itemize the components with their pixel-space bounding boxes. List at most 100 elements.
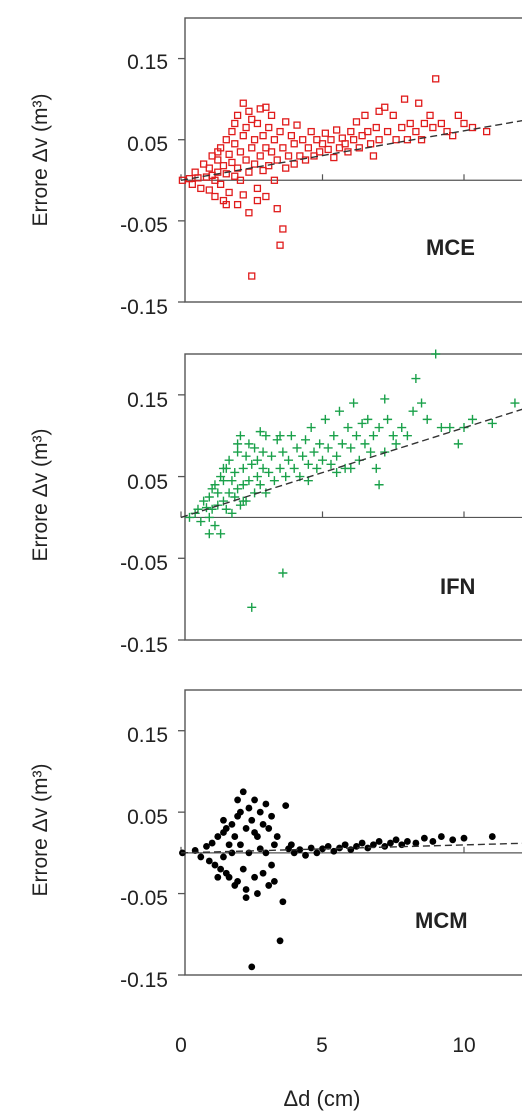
y-tick-label-mce--0.05: -0.05 [120, 214, 168, 237]
data-point-mcm-35 [256, 808, 264, 816]
marks-ifn [178, 349, 522, 641]
data-point-mcm-32 [251, 796, 258, 804]
data-point-mcm-37 [259, 820, 267, 828]
data-point-mce-62 [279, 144, 287, 152]
data-point-mce-71 [296, 152, 304, 160]
marks-mcm [178, 730, 522, 976]
data-point-mce-127 [222, 200, 230, 209]
data-point-ifn-58 [289, 463, 299, 473]
data-point-mce-101 [381, 103, 389, 111]
data-point-ifn-83 [360, 439, 370, 449]
data-point-ifn-40 [252, 472, 262, 482]
data-point-ifn-72 [329, 431, 339, 441]
data-point-mcm-29 [248, 963, 256, 971]
data-point-ifn-9 [207, 504, 217, 514]
data-point-ifn-52 [275, 463, 285, 473]
data-point-ifn-70 [323, 443, 333, 453]
data-point-mcm-51 [287, 841, 295, 849]
data-point-mcm-41 [265, 882, 273, 889]
data-point-ifn-31 [238, 480, 248, 490]
data-point-mcm-13 [225, 841, 233, 849]
data-point-mcm-31 [251, 873, 258, 881]
data-point-ifn-75 [337, 439, 347, 449]
data-point-ifn-67 [315, 439, 325, 449]
data-point-mce-41 [248, 272, 256, 280]
data-point-mcm-26 [242, 886, 250, 893]
data-point-ifn-12 [213, 488, 223, 498]
data-point-ifn-39 [250, 443, 260, 453]
data-point-mce-5 [197, 184, 205, 193]
data-point-mce-99 [375, 136, 383, 144]
data-point-ifn-85 [366, 447, 376, 457]
data-point-mcm-20 [234, 877, 242, 885]
data-point-ifn-68 [318, 455, 327, 465]
data-point-mcm-5 [208, 839, 216, 847]
data-point-ifn-63 [303, 459, 313, 469]
data-point-mcm-82 [242, 894, 250, 902]
data-point-mce-30 [233, 111, 242, 120]
data-point-mce-111 [417, 136, 426, 144]
data-point-ifn-54 [278, 447, 288, 457]
data-point-ifn-73 [332, 451, 342, 461]
y-tick-label-mcm--0.05: -0.05 [120, 887, 168, 910]
data-point-mce-123 [239, 99, 247, 107]
data-point-ifn-102 [459, 423, 469, 433]
data-point-mce-18 [219, 162, 228, 170]
data-point-mce-58 [273, 205, 281, 213]
data-point-mce-59 [273, 156, 281, 164]
data-point-ifn-22 [227, 476, 237, 486]
data-point-mcm-44 [270, 841, 278, 849]
data-point-ifn-103 [467, 414, 477, 424]
data-point-ifn-26 [233, 447, 243, 457]
data-point-ifn-109 [374, 480, 384, 490]
data-point-ifn-69 [320, 414, 330, 424]
data-point-mce-67 [287, 132, 296, 140]
data-point-mce-80 [321, 129, 329, 137]
data-point-mce-83 [330, 153, 338, 162]
data-point-mcm-84 [251, 829, 258, 836]
data-point-mce-113 [426, 111, 434, 120]
data-point-mce-64 [282, 118, 290, 126]
data-point-ifn-104 [487, 418, 497, 428]
data-point-mce-97 [369, 152, 378, 160]
data-point-ifn-16 [218, 476, 228, 486]
data-point-ifn-110 [204, 529, 214, 539]
data-point-ifn-92 [391, 439, 401, 449]
data-point-mce-108 [406, 119, 414, 128]
data-point-mcm-83 [214, 873, 222, 881]
data-point-mce-125 [262, 103, 270, 111]
data-point-mce-91 [352, 118, 361, 126]
data-point-mce-12 [211, 192, 219, 201]
data-point-mce-25 [228, 158, 236, 167]
data-point-ifn-24 [230, 467, 240, 477]
data-point-ifn-44 [258, 463, 268, 473]
data-point-ifn-65 [309, 447, 319, 457]
y-tick-label-mcm--0.15: -0.15 [120, 969, 168, 992]
data-point-mce-87 [341, 140, 349, 148]
data-point-mce-56 [270, 176, 279, 184]
panel-ifn: Errore Δv (m³) 0.15 0.05 -0.05 -0.15 IFN [29, 349, 522, 657]
data-point-ifn-90 [383, 414, 393, 424]
data-point-ifn-19 [221, 504, 231, 514]
data-point-mce-28 [233, 200, 242, 209]
data-point-ifn-96 [417, 398, 427, 408]
data-point-mcm-72 [404, 838, 411, 845]
data-point-mcm-6 [211, 861, 219, 869]
data-point-mcm-47 [276, 937, 284, 945]
data-point-mce-27 [231, 140, 239, 148]
data-point-mce-24 [228, 127, 236, 136]
data-point-mcm-57 [319, 845, 326, 853]
x-tick-label-5: 5 [316, 1034, 328, 1057]
data-point-ifn-99 [436, 423, 446, 433]
y-tick-label-mcm-0.05: 0.05 [127, 806, 168, 829]
data-point-mcm-76 [437, 833, 445, 840]
data-point-ifn-59 [292, 443, 302, 453]
data-point-mce-70 [293, 121, 301, 129]
data-point-mce-112 [420, 119, 429, 128]
data-point-ifn-88 [374, 423, 384, 433]
x-axis-title: Δd (cm) [283, 1086, 360, 1111]
data-point-mcm-34 [254, 890, 261, 897]
panel-mce: Errore Δv (m³) 0.15 0.05 -0.05 -0.15 MCE [29, 17, 522, 319]
y-axis-title-ifn: Errore Δv (m³) [29, 428, 52, 561]
data-point-mce-85 [335, 144, 344, 152]
